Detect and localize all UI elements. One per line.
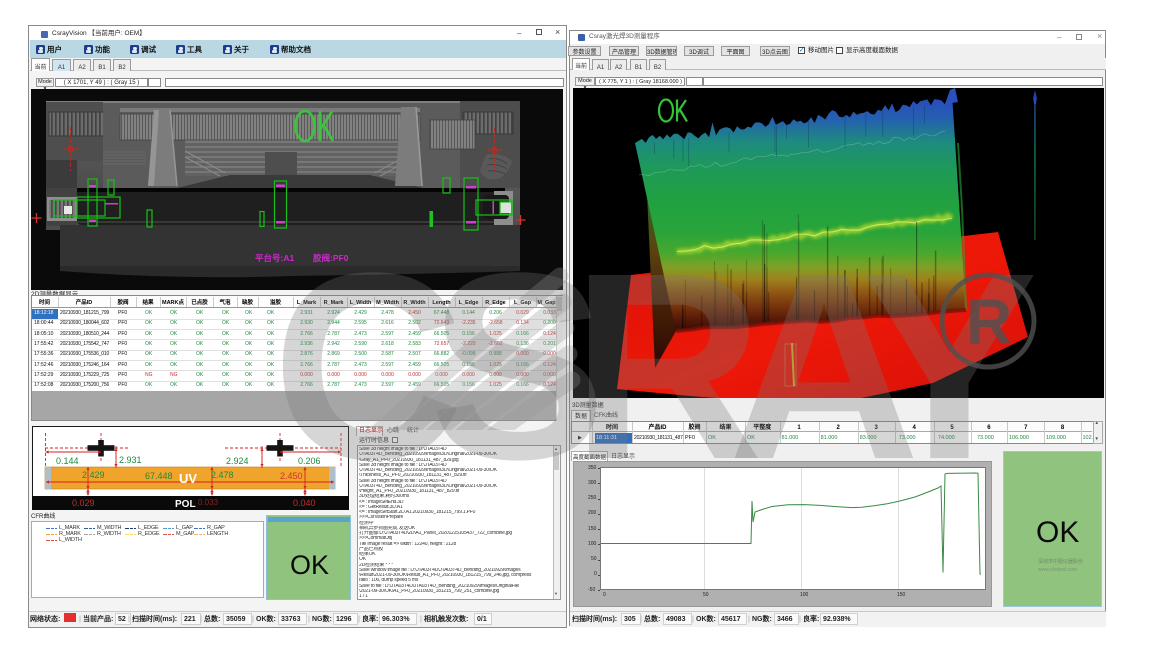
svg-text:0.029: 0.029: [72, 498, 95, 508]
svg-text:UV: UV: [179, 471, 197, 486]
svg-text:67.448: 67.448: [145, 471, 173, 481]
svg-text:0.206: 0.206: [298, 456, 321, 466]
svg-text:0.033: 0.033: [198, 498, 219, 507]
svg-text:0.040: 0.040: [293, 498, 316, 508]
svg-text:2.478: 2.478: [211, 470, 234, 480]
svg-text:2.429: 2.429: [82, 470, 105, 480]
svg-text:平台号:A1: 平台号:A1: [255, 253, 294, 263]
svg-text:0.144: 0.144: [56, 456, 79, 466]
svg-text:POL: POL: [175, 499, 196, 510]
svg-text:2.931: 2.931: [119, 455, 142, 465]
svg-text:2.450: 2.450: [280, 471, 303, 481]
svg-text:胶阀:PF0: 胶阀:PF0: [313, 253, 349, 263]
svg-text:2.924: 2.924: [226, 456, 249, 466]
